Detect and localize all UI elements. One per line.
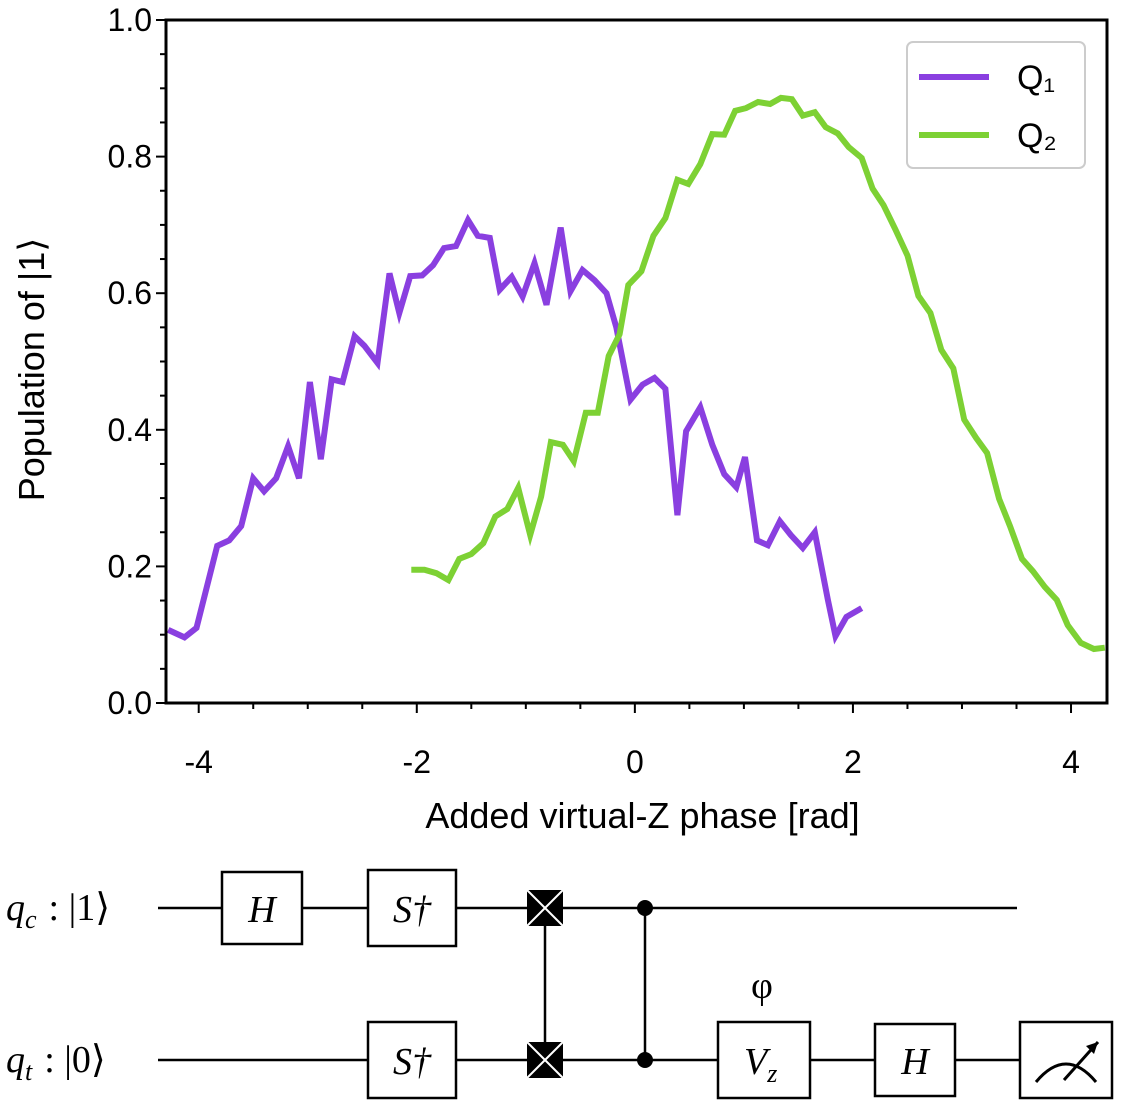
legend-label: Q₂ [1017, 117, 1057, 155]
y-axis-label: Population of |1⟩ [11, 238, 52, 502]
swap-symbol [526, 889, 564, 1079]
phase-label: φ [751, 965, 773, 1007]
meter-arrow [1086, 1042, 1098, 1054]
gate-box [366, 1020, 458, 1100]
y-tick-label: 0.6 [108, 275, 152, 311]
y-tick-label: 0.8 [108, 139, 152, 175]
series-line [411, 94, 1106, 653]
y-tick-label: 0.2 [108, 548, 152, 584]
qubit-state: : |1⟩ [49, 887, 111, 929]
gate-sub: z [766, 1059, 777, 1088]
qubit-label: qc : |1⟩ [6, 887, 110, 934]
control-dot [637, 900, 653, 916]
gate-label: S† [393, 1041, 432, 1083]
qubit-sub: t [25, 1057, 33, 1086]
circuit: H S† S† H φ Vz qc: |1⟩ qt: |0⟩ [6, 868, 1114, 1100]
qubit-label: qt : |0⟩ [6, 1039, 106, 1086]
gate-box [716, 1020, 812, 1100]
plot-frame [164, 18, 1109, 705]
qubit-symbol: q [6, 887, 25, 929]
legend-box [906, 41, 1086, 169]
control-dot [637, 1052, 653, 1068]
gate-symbol: V [744, 1041, 771, 1083]
legend-label: Q₁ [1017, 59, 1055, 97]
gate-label: H [900, 1041, 931, 1083]
gate-box [873, 1022, 957, 1098]
qubit-state: : |0⟩ [44, 1039, 106, 1081]
x-tick-label: 2 [844, 744, 862, 780]
gate-box [366, 868, 458, 948]
qubit-symbol: q [6, 1039, 25, 1081]
measure-box [1018, 1020, 1114, 1100]
x-axis-label: Added virtual-Z phase [rad] [425, 795, 859, 836]
y-tick-label: 0.0 [108, 685, 152, 721]
x-tick-label: 0 [626, 744, 644, 780]
gate-box [220, 870, 304, 946]
y-tick-label: 0.4 [108, 412, 152, 448]
x-tick-label: 4 [1062, 744, 1080, 780]
gate-label: Vz [744, 1041, 777, 1088]
qubit-sub: c [25, 905, 37, 934]
chart: 0.0 0.2 0.4 0.6 0.8 1.0 -4 -2 0 2 4 Added virtual-Z… [11, 2, 1109, 836]
series-line [166, 213, 864, 645]
x-tick-label: -4 [184, 744, 212, 780]
gate-label: S† [393, 889, 432, 931]
y-tick-label: 1.0 [108, 2, 152, 38]
gate-label: H [247, 889, 278, 931]
x-tick-label: -2 [403, 744, 431, 780]
